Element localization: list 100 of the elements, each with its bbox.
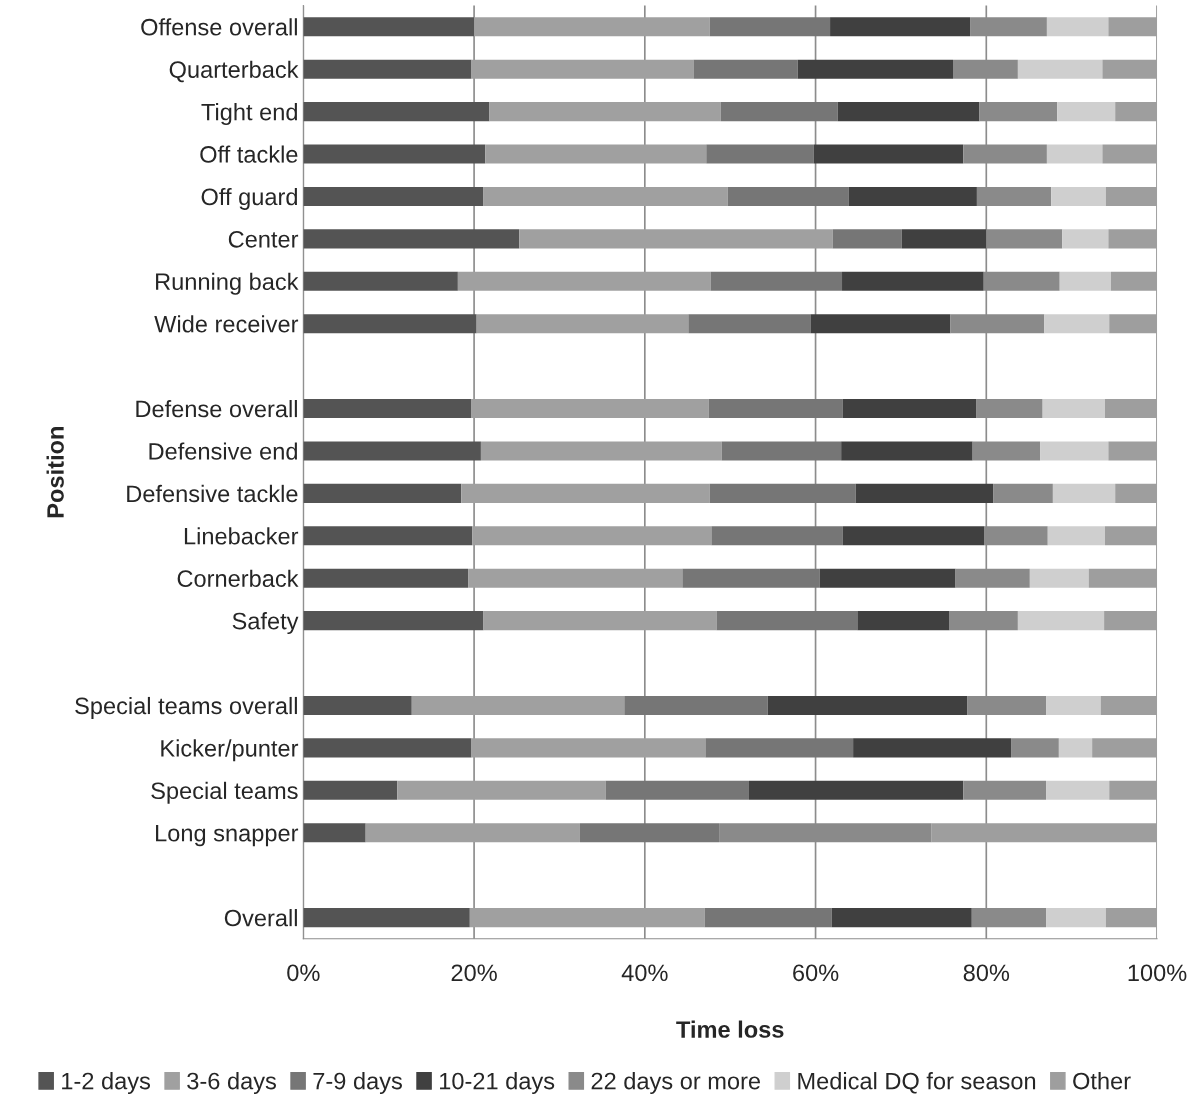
bar <box>303 59 472 79</box>
y-tick-label: Off tackle <box>200 145 298 163</box>
bar <box>710 271 843 291</box>
bar <box>411 695 625 716</box>
y-tick-label: Long snapper <box>156 825 299 847</box>
bar <box>693 59 798 79</box>
legend-label: 1-2 days <box>62 1072 151 1095</box>
legend-label: 3-6 days <box>187 1072 276 1095</box>
bar <box>468 568 683 588</box>
bar <box>1102 144 1158 164</box>
bar <box>1047 526 1105 546</box>
bar <box>303 271 458 291</box>
bar <box>1105 908 1158 928</box>
bar <box>472 526 712 546</box>
y-tick-label: Offense overall <box>141 18 297 36</box>
bar <box>797 59 953 79</box>
bar <box>1092 738 1158 758</box>
bar <box>716 611 858 631</box>
bar <box>483 611 717 631</box>
bar <box>1052 483 1116 503</box>
bar <box>579 823 720 843</box>
y-tick-label: Tight end <box>201 103 297 126</box>
bar <box>1104 526 1158 546</box>
bar <box>682 568 820 588</box>
bar <box>483 186 728 206</box>
bar <box>1104 611 1158 631</box>
bar <box>842 271 984 291</box>
y-tick-label: Center <box>228 230 299 248</box>
bar <box>704 908 832 928</box>
bar <box>1046 17 1109 37</box>
bar <box>709 17 831 37</box>
bar <box>1046 780 1110 800</box>
y-tick-label: Running back <box>156 272 299 295</box>
legend-label: 7-9 days <box>313 1072 402 1095</box>
bar <box>489 102 721 122</box>
bar <box>471 399 709 419</box>
bar <box>303 229 520 249</box>
bar <box>832 229 902 249</box>
bar <box>303 823 366 843</box>
x-tick-label: 20% <box>451 964 497 982</box>
bar <box>1110 271 1158 291</box>
bar <box>1042 399 1105 419</box>
bar <box>303 908 470 928</box>
bar <box>830 17 971 37</box>
bar <box>1108 17 1158 37</box>
bar <box>1115 102 1158 122</box>
bar <box>711 526 843 546</box>
y-tick-label: Off guard <box>201 187 297 210</box>
bar <box>748 780 964 800</box>
bar <box>1102 59 1158 79</box>
bar <box>1017 611 1105 631</box>
bar <box>855 483 994 503</box>
bar <box>303 314 477 334</box>
y-tick-label: Linebacker <box>184 527 299 545</box>
bar <box>1040 441 1109 461</box>
bar <box>476 314 689 334</box>
bar <box>303 399 472 419</box>
bar <box>767 695 968 716</box>
bar <box>1029 568 1089 588</box>
legend-label: Medical DQ for season <box>798 1072 1036 1094</box>
bar <box>485 144 707 164</box>
bar <box>1115 483 1158 503</box>
bar <box>831 908 972 928</box>
bar <box>727 186 849 206</box>
y-tick-label: Kicker/punter <box>161 739 299 762</box>
bar <box>1100 695 1158 716</box>
y-tick-label: Wide receiver <box>154 315 299 333</box>
bar <box>1062 229 1109 249</box>
bar <box>708 399 843 419</box>
y-tick-label: Overall <box>224 909 297 927</box>
y-tick-label: Special teams <box>151 781 298 804</box>
x-tick-label: 40% <box>621 964 668 982</box>
bar <box>1105 186 1158 206</box>
bar <box>303 738 472 758</box>
bar <box>1104 399 1158 419</box>
bar <box>471 738 706 758</box>
bar <box>837 102 980 122</box>
bar <box>1058 738 1093 758</box>
bar <box>848 186 977 206</box>
y-axis-title: Position <box>46 427 64 518</box>
bar <box>303 611 484 631</box>
x-tick-label: 0% <box>287 964 320 982</box>
bar <box>993 483 1053 503</box>
legend-label: 10-21 days <box>440 1072 555 1095</box>
y-tick-label: Special teams overall <box>75 696 297 719</box>
bar <box>303 526 473 546</box>
bar <box>931 823 1158 843</box>
bar <box>624 695 768 716</box>
legend-label: 22 days or more <box>591 1072 761 1095</box>
x-tick-label: 80% <box>963 964 1010 982</box>
y-tick-label: Defensive tackle <box>127 484 298 503</box>
legend-label: Other <box>1073 1072 1131 1090</box>
bar <box>303 17 475 37</box>
x-axis-title: Time loss <box>676 1020 784 1038</box>
bar <box>1046 695 1101 716</box>
bar <box>720 102 838 122</box>
bar <box>365 823 580 843</box>
bar <box>1044 314 1110 334</box>
bar <box>1057 102 1116 122</box>
y-tick-label: Defensive end <box>149 442 297 460</box>
